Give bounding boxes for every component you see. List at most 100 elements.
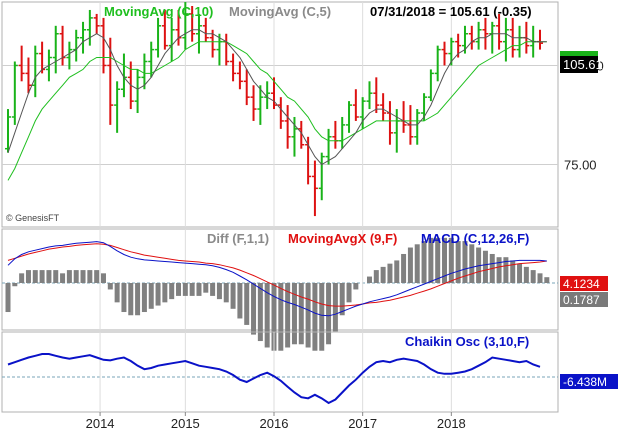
macd-histogram-bar [319, 283, 325, 351]
macd-histogram-bar [517, 263, 523, 283]
macd-histogram-bar [339, 283, 345, 316]
macd-histogram-bar [414, 244, 420, 283]
price-axis-label: 75.00 [564, 158, 597, 173]
macd-lines [7, 241, 547, 317]
price-legend-item: MovingAvg (C,10) [104, 4, 213, 19]
macd-legend-item: MACD (C,12,26,F) [421, 231, 529, 246]
macd-histogram-bar [332, 283, 338, 332]
macd-histogram-bar [107, 283, 113, 290]
chaikin-value-labels: -6.438M [560, 374, 618, 389]
macd-histogram-bar [230, 283, 236, 309]
macd-histogram-bar [496, 257, 502, 283]
macd-histogram-bar [510, 260, 516, 283]
macd-histogram-bar [455, 241, 461, 283]
macd-histogram-bar [210, 283, 216, 296]
macd-histogram-bar [285, 283, 291, 348]
macd-histogram [5, 237, 550, 351]
macd-histogram-bar [530, 270, 536, 283]
macd-histogram-bar [264, 283, 270, 348]
macd-histogram-bar [60, 273, 66, 283]
chaikin-panel: Chaikin Osc (3,10,F) -6.438M [1, 331, 618, 413]
x-axis-label: 2014 [86, 416, 115, 430]
macd-histogram-bar [380, 266, 386, 283]
macd-histogram-bar [278, 283, 284, 351]
macd-histogram-bar [128, 283, 134, 316]
price-change-flag [560, 51, 598, 56]
macd-histogram-bar [141, 283, 147, 313]
macd-histogram-bar [12, 283, 18, 287]
macd-histogram-bar [66, 270, 72, 283]
macd-signal-label-box [560, 276, 608, 291]
macd-histogram-bar [298, 283, 304, 345]
macd-histogram-bar [5, 283, 11, 313]
macd-histogram-bar [482, 250, 488, 283]
macd-histogram-bar [503, 257, 509, 283]
chaikin-legend: Chaikin Osc (3,10,F) [405, 334, 529, 349]
macd-histogram-bar [148, 283, 154, 309]
macd-histogram-bar [244, 283, 250, 325]
macd-legend-item: Diff (F,1,1) [207, 231, 269, 246]
macd-histogram-bar [407, 247, 413, 283]
macd-histogram-bar [53, 270, 59, 283]
macd-histogram-bar [442, 237, 448, 283]
macd-histogram-bar [155, 283, 161, 306]
macd-histogram-bar [46, 270, 52, 283]
macd-histogram-bar [346, 283, 352, 303]
macd-histogram-bar [312, 283, 318, 351]
x-axis-label: 2015 [171, 416, 200, 430]
macd-histogram-bar [32, 270, 38, 283]
macd-diff-value: 0.1787 [563, 293, 600, 307]
macd-histogram-bar [223, 283, 229, 303]
macd-histogram-bar [162, 283, 168, 303]
macd-histogram-bar [428, 237, 434, 283]
macd-histogram-bar [39, 270, 45, 283]
price-moving-averages [7, 29, 547, 181]
macd-histogram-bar [19, 273, 25, 283]
macd-histogram-bar [353, 283, 359, 290]
x-axis-label: 2017 [348, 416, 377, 430]
macd-histogram-bar [87, 270, 93, 283]
macd-histogram-bar [387, 263, 393, 283]
macd-histogram-bar [182, 283, 188, 296]
macd-histogram-bar [189, 283, 195, 296]
macd-histogram-bar [523, 266, 529, 283]
macd-histogram-bar [544, 277, 550, 283]
macd-legend-item: MovingAvgX (9,F) [288, 231, 397, 246]
macd-histogram-bar [251, 283, 257, 335]
price-legend-item: MovingAvg (C,5) [229, 4, 331, 19]
macd-histogram-bar [169, 283, 175, 300]
x-axis-label: 2016 [260, 416, 289, 430]
macd-histogram-bar [476, 247, 482, 283]
macd-histogram-bar [216, 283, 222, 300]
x-axis: 2014 2015 2016 2017 2018 [86, 412, 466, 430]
price-legend: MovingAvg (C,10) MovingAvg (C,5) 07/31/201… [104, 4, 532, 19]
macd-histogram-bar [401, 253, 407, 283]
macd-histogram-bar [257, 283, 263, 342]
macd-histogram-bar [366, 276, 372, 283]
macd-line [7, 243, 547, 307]
macd-histogram-bar [73, 270, 79, 283]
macd-histogram-bar [469, 244, 475, 283]
price-last-value: 105.61 [563, 57, 603, 72]
macd-histogram-bar [237, 283, 243, 319]
watermark: © GenesisFT [6, 213, 60, 223]
macd-histogram-bar [135, 283, 141, 316]
macd-histogram-bar [326, 283, 332, 345]
macd-histogram-bar [421, 241, 427, 283]
chaikin-line [7, 353, 541, 405]
macd-histogram-bar [94, 270, 100, 283]
macd-histogram-bar [448, 237, 454, 283]
moving-average-line [7, 29, 547, 166]
macd-histogram-bar [196, 283, 202, 296]
x-axis-label: 2018 [437, 416, 466, 430]
macd-histogram-bar [537, 273, 543, 283]
macd-line [7, 241, 547, 317]
macd-histogram-bar [271, 283, 277, 351]
price-legend-item: 07/31/2018 = 105.61 (-0.35) [370, 4, 532, 19]
macd-histogram-bar [114, 283, 120, 303]
macd-histogram-bar [435, 237, 441, 283]
price-panel: © GenesisFT MovingAvg (C,10) MovingAvg (C… [1, 1, 604, 228]
macd-histogram-bar [100, 273, 106, 283]
macd-histogram-bar [121, 283, 127, 313]
